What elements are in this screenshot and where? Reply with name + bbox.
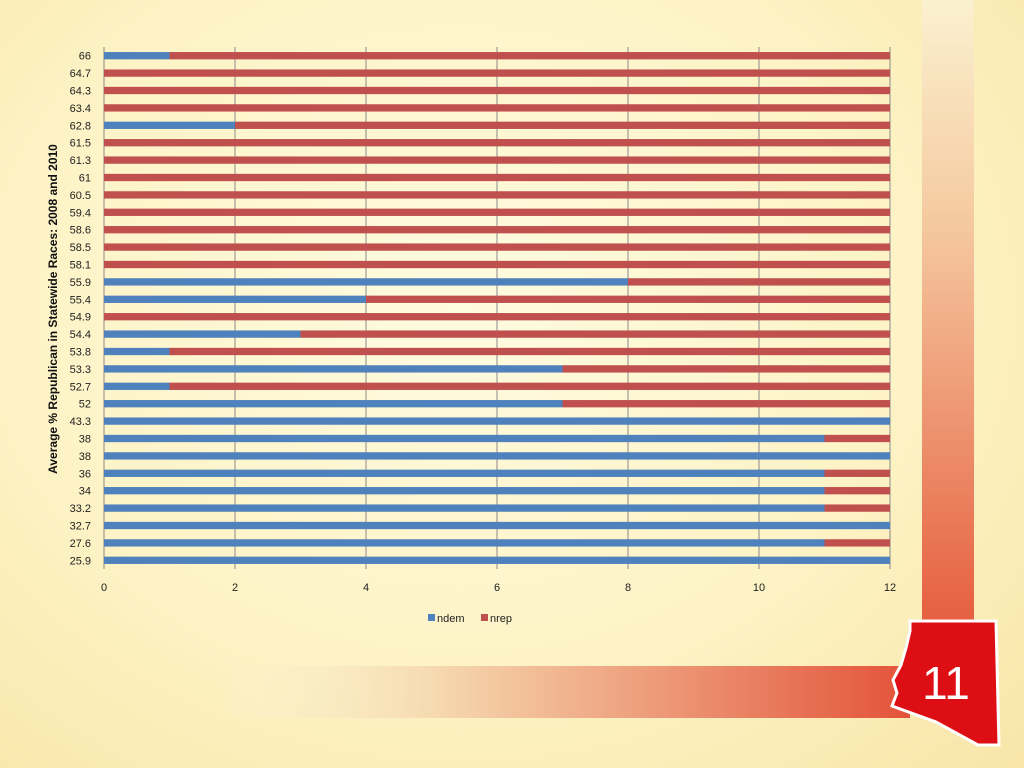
y-tick-label: 60.5 bbox=[70, 190, 91, 202]
y-tick-label: 53.8 bbox=[70, 347, 91, 359]
bar-ndem bbox=[104, 556, 890, 564]
bar-nrep bbox=[562, 365, 890, 373]
x-tick-label: 4 bbox=[363, 582, 369, 594]
y-axis-label: Average % Republican in Statewide Races:… bbox=[46, 144, 60, 474]
grid-lines bbox=[103, 47, 891, 569]
bar-nrep bbox=[628, 278, 890, 286]
y-tick-label: 58.1 bbox=[70, 260, 91, 272]
bar-ndem bbox=[104, 278, 628, 286]
y-tick-label: 25.9 bbox=[70, 555, 91, 567]
x-tick-label: 10 bbox=[753, 582, 765, 594]
bar-ndem bbox=[104, 434, 825, 443]
bar-ndem bbox=[104, 504, 825, 512]
legend: ndem nrep bbox=[428, 613, 512, 625]
y-tick-label: 62.8 bbox=[70, 120, 91, 132]
bar-ndem bbox=[104, 365, 563, 373]
x-tick-label: 12 bbox=[884, 582, 896, 594]
y-tick-label: 61 bbox=[79, 173, 91, 185]
y-tick-label: 64.7 bbox=[70, 68, 91, 80]
legend-swatch-ndem bbox=[428, 614, 435, 621]
y-tick-label: 61.3 bbox=[70, 155, 91, 167]
bar-nrep bbox=[104, 86, 890, 95]
y-tick-label: 27.6 bbox=[70, 538, 91, 550]
x-tick-label: 0 bbox=[101, 582, 107, 594]
bar-nrep bbox=[824, 434, 890, 443]
arizona-map-shape bbox=[890, 619, 1001, 747]
bar-ndem bbox=[104, 330, 301, 338]
bar-nrep bbox=[824, 539, 890, 547]
bar-nrep bbox=[104, 243, 890, 251]
bar-nrep bbox=[366, 295, 890, 303]
y-tick-label: 64.3 bbox=[70, 86, 91, 98]
bar-nrep bbox=[104, 191, 890, 199]
bar-nrep bbox=[169, 347, 890, 356]
bar-nrep bbox=[824, 469, 890, 477]
bar-ndem bbox=[104, 295, 366, 303]
bar-nrep bbox=[104, 313, 890, 321]
bar-nrep bbox=[104, 226, 890, 234]
y-tick-label: 52 bbox=[79, 399, 91, 411]
x-tick-label: 6 bbox=[494, 582, 500, 594]
y-tick-label: 61.5 bbox=[70, 138, 91, 150]
y-tick-label: 38 bbox=[79, 434, 91, 446]
bar-ndem bbox=[104, 452, 890, 460]
y-tick-label: 54.4 bbox=[70, 329, 91, 341]
page-number: 11 bbox=[922, 657, 970, 709]
bar-nrep bbox=[104, 69, 890, 77]
bar-ndem bbox=[104, 400, 563, 408]
vertical-accent-stripe bbox=[922, 0, 974, 640]
y-tick-label: 55.4 bbox=[70, 294, 91, 306]
y-tick-label: 53.3 bbox=[70, 364, 91, 376]
bar-nrep bbox=[824, 504, 890, 512]
bar-ndem bbox=[104, 487, 825, 495]
y-tick-label: 33.2 bbox=[70, 503, 91, 515]
bar-nrep bbox=[562, 400, 890, 408]
x-tick-label: 2 bbox=[232, 582, 238, 594]
bar-ndem bbox=[104, 539, 825, 547]
bar-nrep bbox=[104, 173, 890, 182]
y-tick-label: 43.3 bbox=[70, 416, 91, 428]
bar-ndem bbox=[104, 52, 170, 60]
bar-nrep bbox=[104, 139, 890, 147]
bar-nrep bbox=[104, 156, 890, 164]
y-tick-labels: 66 64.7 64.3 63.4 62.8 61.5 61.3 61 60.5 59.4 58.6… bbox=[70, 51, 91, 568]
y-tick-label: 36 bbox=[79, 468, 91, 480]
y-tick-label: 32.7 bbox=[70, 521, 91, 533]
y-tick-label: 66 bbox=[79, 51, 91, 63]
y-tick-label: 38 bbox=[79, 451, 91, 463]
y-tick-label: 34 bbox=[79, 486, 91, 498]
x-tick-labels: 0 2 4 6 8 10 12 bbox=[101, 582, 896, 594]
bar-ndem bbox=[104, 121, 235, 129]
bar-nrep bbox=[300, 330, 890, 338]
y-tick-label: 58.5 bbox=[70, 242, 91, 254]
bar-nrep bbox=[169, 52, 890, 60]
bar-ndem bbox=[104, 347, 170, 356]
y-tick-label: 63.4 bbox=[70, 103, 91, 115]
bar-nrep bbox=[169, 382, 890, 390]
bar-nrep bbox=[104, 104, 890, 112]
y-tick-label: 55.9 bbox=[70, 277, 91, 289]
x-tick-label: 8 bbox=[625, 582, 631, 594]
y-tick-label: 59.4 bbox=[70, 207, 91, 219]
legend-label-nrep: nrep bbox=[490, 613, 512, 625]
bar-nrep bbox=[104, 208, 890, 216]
bar-ndem bbox=[104, 469, 825, 477]
bar-ndem bbox=[104, 382, 170, 390]
bar-nrep bbox=[104, 260, 890, 269]
bar-nrep bbox=[824, 487, 890, 495]
bar-ndem bbox=[104, 521, 890, 530]
bar-nrep bbox=[235, 121, 890, 129]
bars bbox=[104, 52, 890, 564]
y-tick-label: 52.7 bbox=[70, 381, 91, 393]
horizontal-accent-stripe bbox=[230, 666, 910, 718]
legend-label-ndem: ndem bbox=[437, 613, 465, 625]
bar-ndem bbox=[104, 417, 890, 425]
legend-swatch-nrep bbox=[481, 614, 488, 621]
y-tick-label: 54.9 bbox=[70, 312, 91, 324]
y-tick-label: 58.6 bbox=[70, 225, 91, 237]
